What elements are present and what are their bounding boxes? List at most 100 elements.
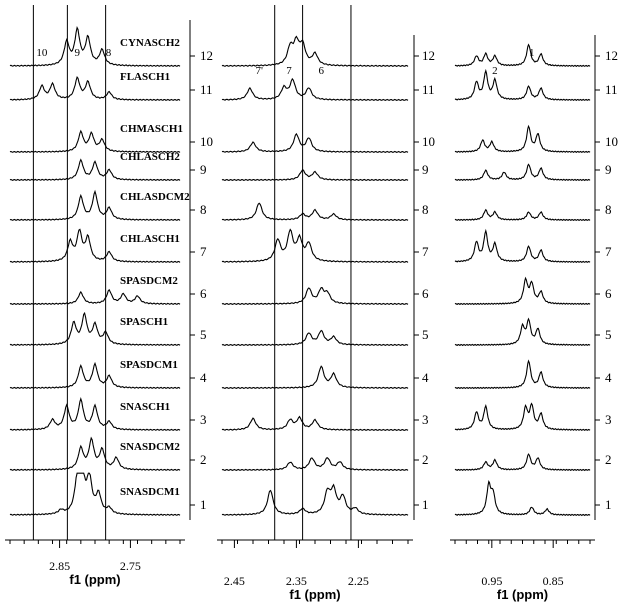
- sample-name-label: SNASDCM2: [120, 441, 180, 453]
- stack-number-label: 11: [200, 82, 213, 97]
- stack-number-label: 7: [605, 244, 612, 259]
- spectrum-trace-right-row-7: [454, 228, 591, 263]
- stack-number-label: 7: [200, 244, 207, 259]
- stack-number-label: 3: [605, 412, 612, 427]
- spectrum-trace-right-row-8: [454, 208, 591, 222]
- stack-number-label: 12: [605, 48, 618, 63]
- stack-number-label: 6: [605, 286, 612, 301]
- x-axis-title: f1 (ppm): [497, 587, 548, 602]
- peak-number-label: 7: [286, 65, 292, 77]
- spectrum-trace-left-row-5: [9, 311, 181, 346]
- spectrum-trace-middle-row-3: [221, 415, 409, 432]
- spectrum-trace-left-row-9: [9, 158, 181, 182]
- spectrum-trace-left-row-11: [9, 75, 181, 102]
- stack-number-label: 1: [605, 497, 612, 512]
- x-tick-label: 2.25: [348, 574, 369, 588]
- stack-number-label: 6: [200, 286, 207, 301]
- stack-number-label: 2: [605, 452, 612, 467]
- stack-number-label: 1: [422, 497, 429, 512]
- spectrum-trace-right-row-10: [454, 124, 591, 153]
- spectrum-trace-middle-row-6: [221, 287, 409, 306]
- spectrum-trace-left-row-6: [9, 288, 181, 306]
- stack-number-label: 2: [422, 452, 429, 467]
- peak-number-label: 10: [36, 47, 48, 59]
- spectrum-trace-right-row-11: [454, 68, 591, 101]
- stack-number-label: 10: [422, 134, 435, 149]
- spectrum-trace-left-row-7: [9, 228, 181, 263]
- spectrum-trace-middle-row-12: [221, 35, 409, 68]
- spectrum-trace-left-row-1: [9, 472, 181, 516]
- spectrum-trace-middle-row-7: [221, 228, 409, 264]
- peak-number-label: 1: [529, 47, 535, 59]
- sample-name-label: SPASDCM1: [120, 359, 178, 371]
- spectrum-trace-right-row-5: [454, 317, 591, 347]
- stack-number-label: 5: [200, 327, 207, 342]
- x-axis-title: f1 (ppm): [69, 572, 120, 587]
- spectrum-trace-right-row-12: [454, 43, 591, 67]
- x-tick-label: 2.75: [120, 559, 141, 573]
- spectrum-trace-middle-row-8: [221, 202, 409, 222]
- stack-number-label: 8: [422, 202, 429, 217]
- sample-name-label: CHLASCH2: [120, 151, 180, 163]
- x-tick-label: 0.85: [543, 574, 564, 588]
- spectrum-trace-middle-row-11: [221, 77, 409, 102]
- stack-number-label: 2: [200, 452, 207, 467]
- x-axis-title: f1 (ppm): [289, 587, 340, 602]
- spectrum-trace-middle-row-10: [221, 132, 409, 154]
- stack-number-label: 12: [422, 48, 435, 63]
- spectrum-trace-right-row-1: [454, 479, 591, 517]
- x-tick-label: 2.45: [224, 574, 245, 588]
- stack-number-label: 3: [200, 412, 207, 427]
- x-tick-label: 2.35: [286, 574, 307, 588]
- spectrum-trace-right-row-4: [454, 359, 591, 390]
- peak-number-label: 2: [492, 65, 498, 77]
- stack-number-label: 3: [422, 412, 429, 427]
- stack-number-label: 11: [605, 82, 618, 97]
- stack-number-label: 5: [422, 327, 429, 342]
- stack-number-label: 6: [422, 286, 429, 301]
- spectrum-trace-left-row-8: [9, 189, 181, 221]
- spectrum-trace-middle-row-2: [221, 457, 409, 472]
- spectrum-trace-right-row-3: [454, 402, 591, 431]
- spectrum-trace-middle-row-4: [221, 365, 409, 390]
- stack-number-label: 9: [605, 162, 612, 177]
- peak-number-label: 8: [106, 47, 112, 59]
- sample-name-label: SNASCH1: [120, 401, 170, 413]
- peak-number-label: 9: [75, 47, 81, 59]
- stack-number-label: 5: [605, 327, 612, 342]
- peak-number-label: 7': [255, 65, 263, 77]
- spectrum-trace-right-row-2: [454, 453, 591, 472]
- sample-name-label: CHMASCH1: [120, 123, 183, 135]
- peak-number-label: 6: [318, 65, 324, 77]
- sample-name-label: FLASCH1: [120, 71, 170, 83]
- stack-number-label: 10: [200, 134, 213, 149]
- stack-number-label: 11: [422, 82, 435, 97]
- spectrum-trace-right-row-6: [454, 276, 591, 306]
- stack-number-label: 10: [605, 134, 618, 149]
- spectrum-trace-middle-row-9: [221, 168, 409, 182]
- sample-name-label: SNASDCM1: [120, 486, 180, 498]
- spectrum-trace-left-row-4: [9, 361, 181, 390]
- x-tick-label: 2.85: [49, 559, 70, 573]
- stack-number-label: 8: [605, 202, 612, 217]
- stack-number-label: 4: [200, 370, 207, 385]
- stack-number-label: 8: [200, 202, 207, 217]
- spectrum-trace-left-row-10: [9, 129, 181, 154]
- stack-number-label: 9: [422, 162, 429, 177]
- spectrum-trace-left-row-12: [9, 25, 181, 67]
- x-tick-label: 0.95: [481, 574, 502, 588]
- stack-number-label: 7: [422, 244, 429, 259]
- stack-number-label: 12: [200, 48, 213, 63]
- sample-name-label: CYNASCH2: [120, 37, 180, 49]
- stack-number-label: 4: [605, 370, 612, 385]
- spectrum-trace-left-row-3: [9, 396, 181, 431]
- sample-name-label: CHLASCH1: [120, 233, 180, 245]
- spectrum-trace-middle-row-5: [221, 329, 409, 347]
- sample-name-label: SPASCH1: [120, 316, 168, 328]
- spectrum-trace-right-row-9: [454, 163, 591, 182]
- stack-number-label: 4: [422, 370, 429, 385]
- sample-name-label: SPASDCM2: [120, 275, 178, 287]
- stack-number-label: 9: [200, 162, 207, 177]
- stack-number-label: 1: [200, 497, 207, 512]
